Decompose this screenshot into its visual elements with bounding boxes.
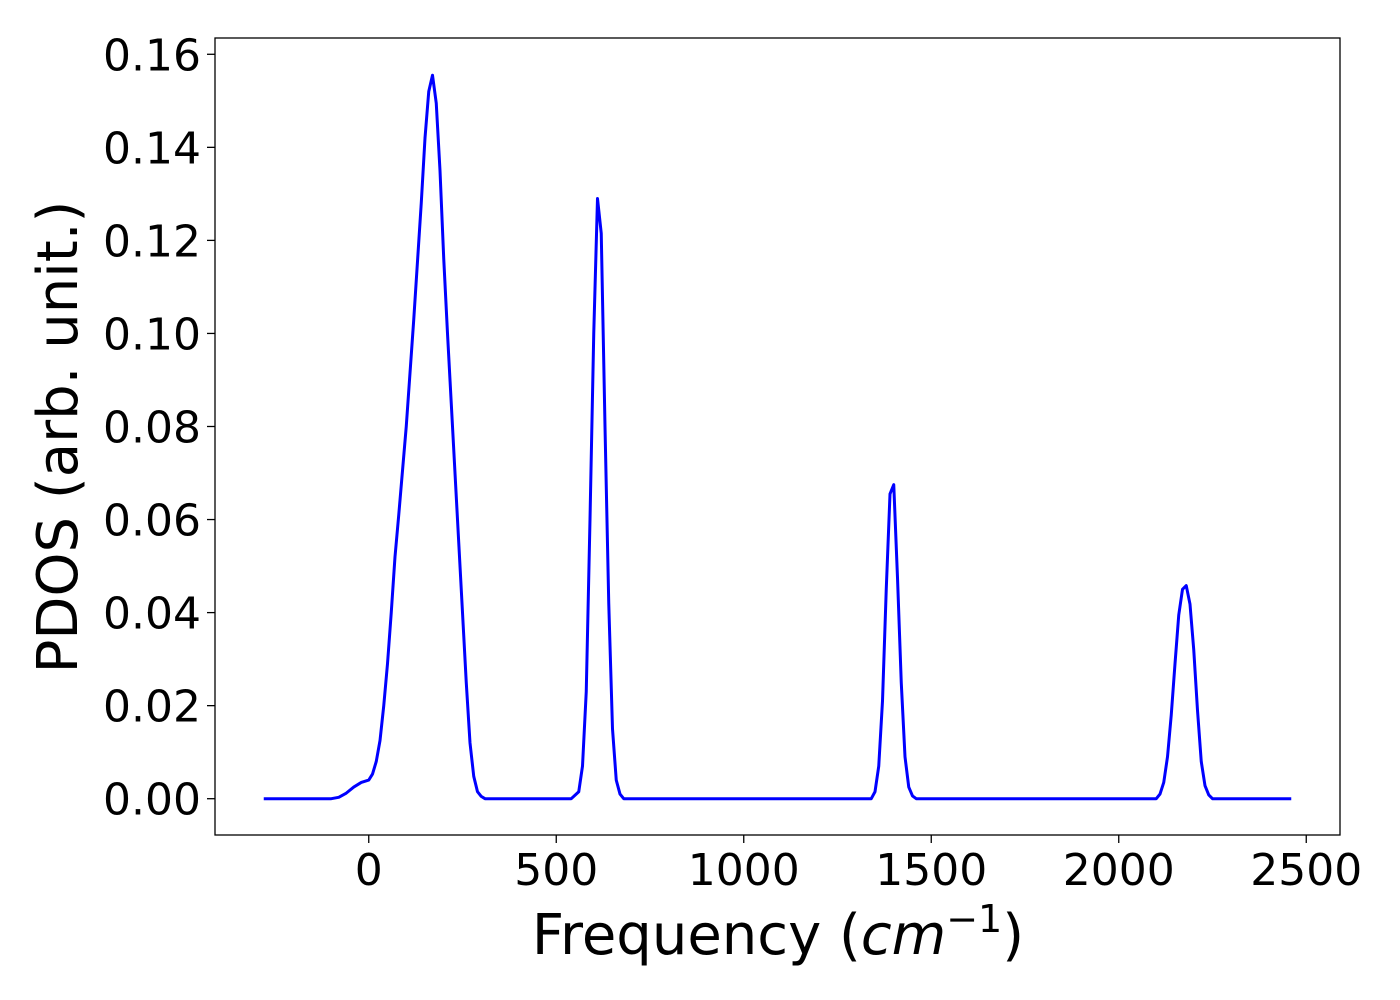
y-tick-label: 0.02: [103, 682, 201, 733]
axes: 0 500 1000 1500 2000 2500 0.00 0.02 0.04 0.06 0.08…: [103, 30, 1362, 896]
y-tick-label: 0.14: [103, 123, 201, 174]
x-axis-title-exponent: −1: [946, 897, 1002, 941]
x-tick-label: 500: [514, 845, 598, 896]
x-tick-label: 1000: [688, 845, 800, 896]
y-tick-label: 0.00: [103, 775, 201, 826]
x-tick-label: 2000: [1063, 845, 1175, 896]
x-tick-label: 0: [355, 845, 383, 896]
x-axis-title-unit: cm: [861, 903, 946, 968]
y-tick-label: 0.16: [103, 30, 201, 81]
x-tick-label: 1500: [875, 845, 987, 896]
x-axis-title-text: Frequency (: [532, 903, 861, 968]
y-axis-title: PDOS (arb. unit.): [26, 201, 91, 674]
x-axis-title-close: ): [1002, 903, 1024, 968]
series-line-0: [263, 73, 1292, 801]
x-tick-label: 2500: [1250, 845, 1362, 896]
plot-area: [263, 73, 1292, 801]
plot-frame: [214, 37, 1341, 836]
y-tick-label: 0.08: [103, 402, 201, 453]
y-tick-label: 0.06: [103, 496, 201, 547]
y-tick-label: 0.04: [103, 589, 201, 640]
y-tick-label: 0.12: [103, 216, 201, 267]
y-tick-label: 0.10: [103, 309, 201, 360]
x-axis-title: Frequency (cm−1): [532, 897, 1024, 968]
